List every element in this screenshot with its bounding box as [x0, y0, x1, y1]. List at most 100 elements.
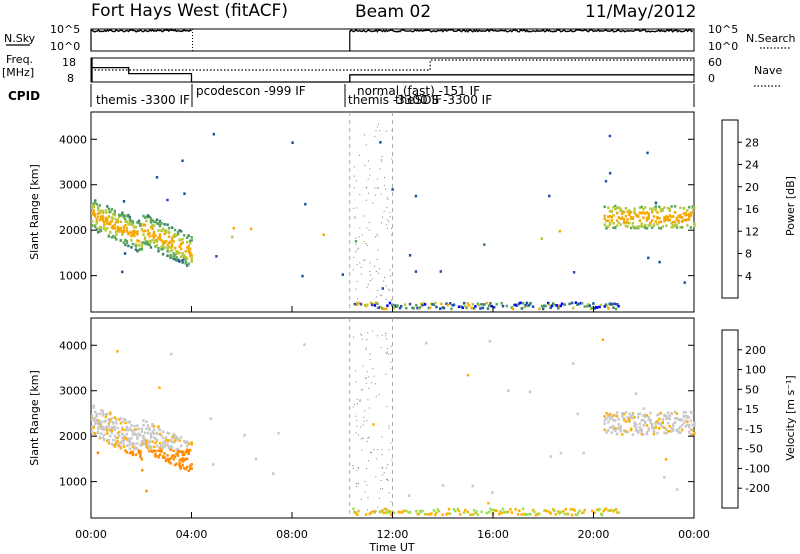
- power-cell: [361, 234, 363, 236]
- power-cell: [521, 301, 525, 305]
- power-cell: [101, 217, 104, 220]
- velocity-cell: [356, 420, 358, 422]
- velocity-cell: [176, 437, 180, 440]
- velocity-cell: [591, 509, 594, 513]
- velocity-cell: [101, 426, 104, 429]
- velocity-cell: [670, 412, 673, 415]
- velocity-cell: [128, 441, 132, 444]
- velocity-cell: [368, 376, 370, 378]
- velocity-cell: [441, 484, 445, 487]
- power-cell: [510, 306, 513, 309]
- velocity-cell: [151, 430, 154, 434]
- velocity-cell: [133, 442, 136, 446]
- power-cell: [130, 231, 133, 235]
- power-cell: [104, 219, 107, 223]
- power-cell: [151, 223, 154, 227]
- velocity-cell: [605, 430, 608, 434]
- velocity-cell: [172, 432, 175, 436]
- power-cell: [189, 239, 192, 243]
- velocity-cell: [368, 436, 370, 438]
- velocity-cell: [518, 509, 521, 512]
- power-cell: [167, 245, 171, 249]
- power-cell: [121, 270, 124, 274]
- power-cell: [617, 304, 620, 308]
- velocity-cell: [626, 415, 629, 419]
- velocity-cell: [654, 423, 657, 426]
- power-cell: [157, 236, 160, 240]
- power-cell: [631, 221, 635, 225]
- power-cell: [371, 278, 373, 280]
- velocity-cell: [570, 513, 574, 517]
- power-cell: [420, 302, 423, 306]
- power-cell: [363, 259, 365, 261]
- power-cell: [124, 220, 127, 223]
- velocity-cell: [693, 421, 696, 425]
- velocity-cell: [112, 443, 115, 447]
- velocity-cell: [181, 450, 184, 454]
- velocity-cell: [375, 383, 376, 385]
- velocity-cell: [183, 439, 186, 443]
- power-cell: [366, 186, 368, 188]
- power-cell: [645, 211, 649, 214]
- power-cell: [400, 305, 403, 308]
- velocity-cell: [173, 437, 177, 440]
- velocity-cell: [640, 428, 643, 431]
- power-cell: [157, 246, 160, 250]
- power-cell: [167, 235, 171, 238]
- power-cell: [376, 302, 379, 305]
- velocity-cell: [640, 418, 643, 422]
- velocity-cell: [92, 404, 95, 408]
- velocity-cell: [633, 422, 636, 426]
- velocity-cell: [187, 442, 190, 446]
- velocity-cell: [356, 470, 358, 472]
- power-cell: [480, 303, 483, 306]
- power-cell: [157, 229, 160, 232]
- power-cell: [485, 301, 488, 305]
- velocity-cell: [137, 432, 141, 436]
- power-cell: [592, 302, 595, 305]
- velocity-cell: [107, 422, 110, 425]
- velocity-cell: [564, 507, 567, 511]
- power-cell: [644, 206, 647, 209]
- velocity-cell: [357, 403, 359, 405]
- power-cell: [143, 242, 147, 245]
- time-axis-label: Time UT: [368, 541, 414, 554]
- velocity-cell: [557, 510, 560, 513]
- velocity-cell: [112, 438, 115, 442]
- power-cell: [624, 221, 628, 224]
- velocity-cell: [149, 432, 153, 435]
- power-cell: [642, 211, 645, 214]
- velocity-cell: [610, 431, 613, 434]
- velocity-cell: [580, 511, 584, 515]
- velocity-cell: [689, 433, 693, 436]
- velocity-cell: [118, 430, 121, 434]
- velocity-cell: [633, 425, 636, 428]
- velocity-cell: [691, 428, 694, 432]
- power-cell: [638, 211, 642, 214]
- power-cell: [358, 236, 360, 238]
- x-tick-label: 20:00: [578, 528, 610, 541]
- velocity-cell: [475, 510, 478, 513]
- velocity-cell: [115, 422, 118, 425]
- velocity-cell: [119, 447, 122, 450]
- power-cell: [160, 222, 163, 225]
- velocity-cell: [372, 510, 375, 513]
- power-cell: [176, 232, 180, 236]
- velocity-cell: [631, 412, 635, 415]
- power-cell: [163, 241, 166, 244]
- velocity-cell: [376, 449, 378, 450]
- velocity-cell: [369, 353, 371, 355]
- power-cell: [173, 235, 177, 238]
- velocity-cell: [622, 429, 626, 432]
- power-cell: [118, 227, 121, 230]
- power-cell: [148, 231, 151, 235]
- power-cell: [673, 205, 677, 208]
- power-cell: [386, 304, 389, 307]
- velocity-cell: [148, 441, 151, 444]
- power-cell: [136, 239, 139, 242]
- colorbar-tick-label: 24: [745, 159, 759, 172]
- velocity-cell: [100, 432, 103, 436]
- velocity-cell: [647, 427, 650, 430]
- power-cell: [608, 134, 612, 138]
